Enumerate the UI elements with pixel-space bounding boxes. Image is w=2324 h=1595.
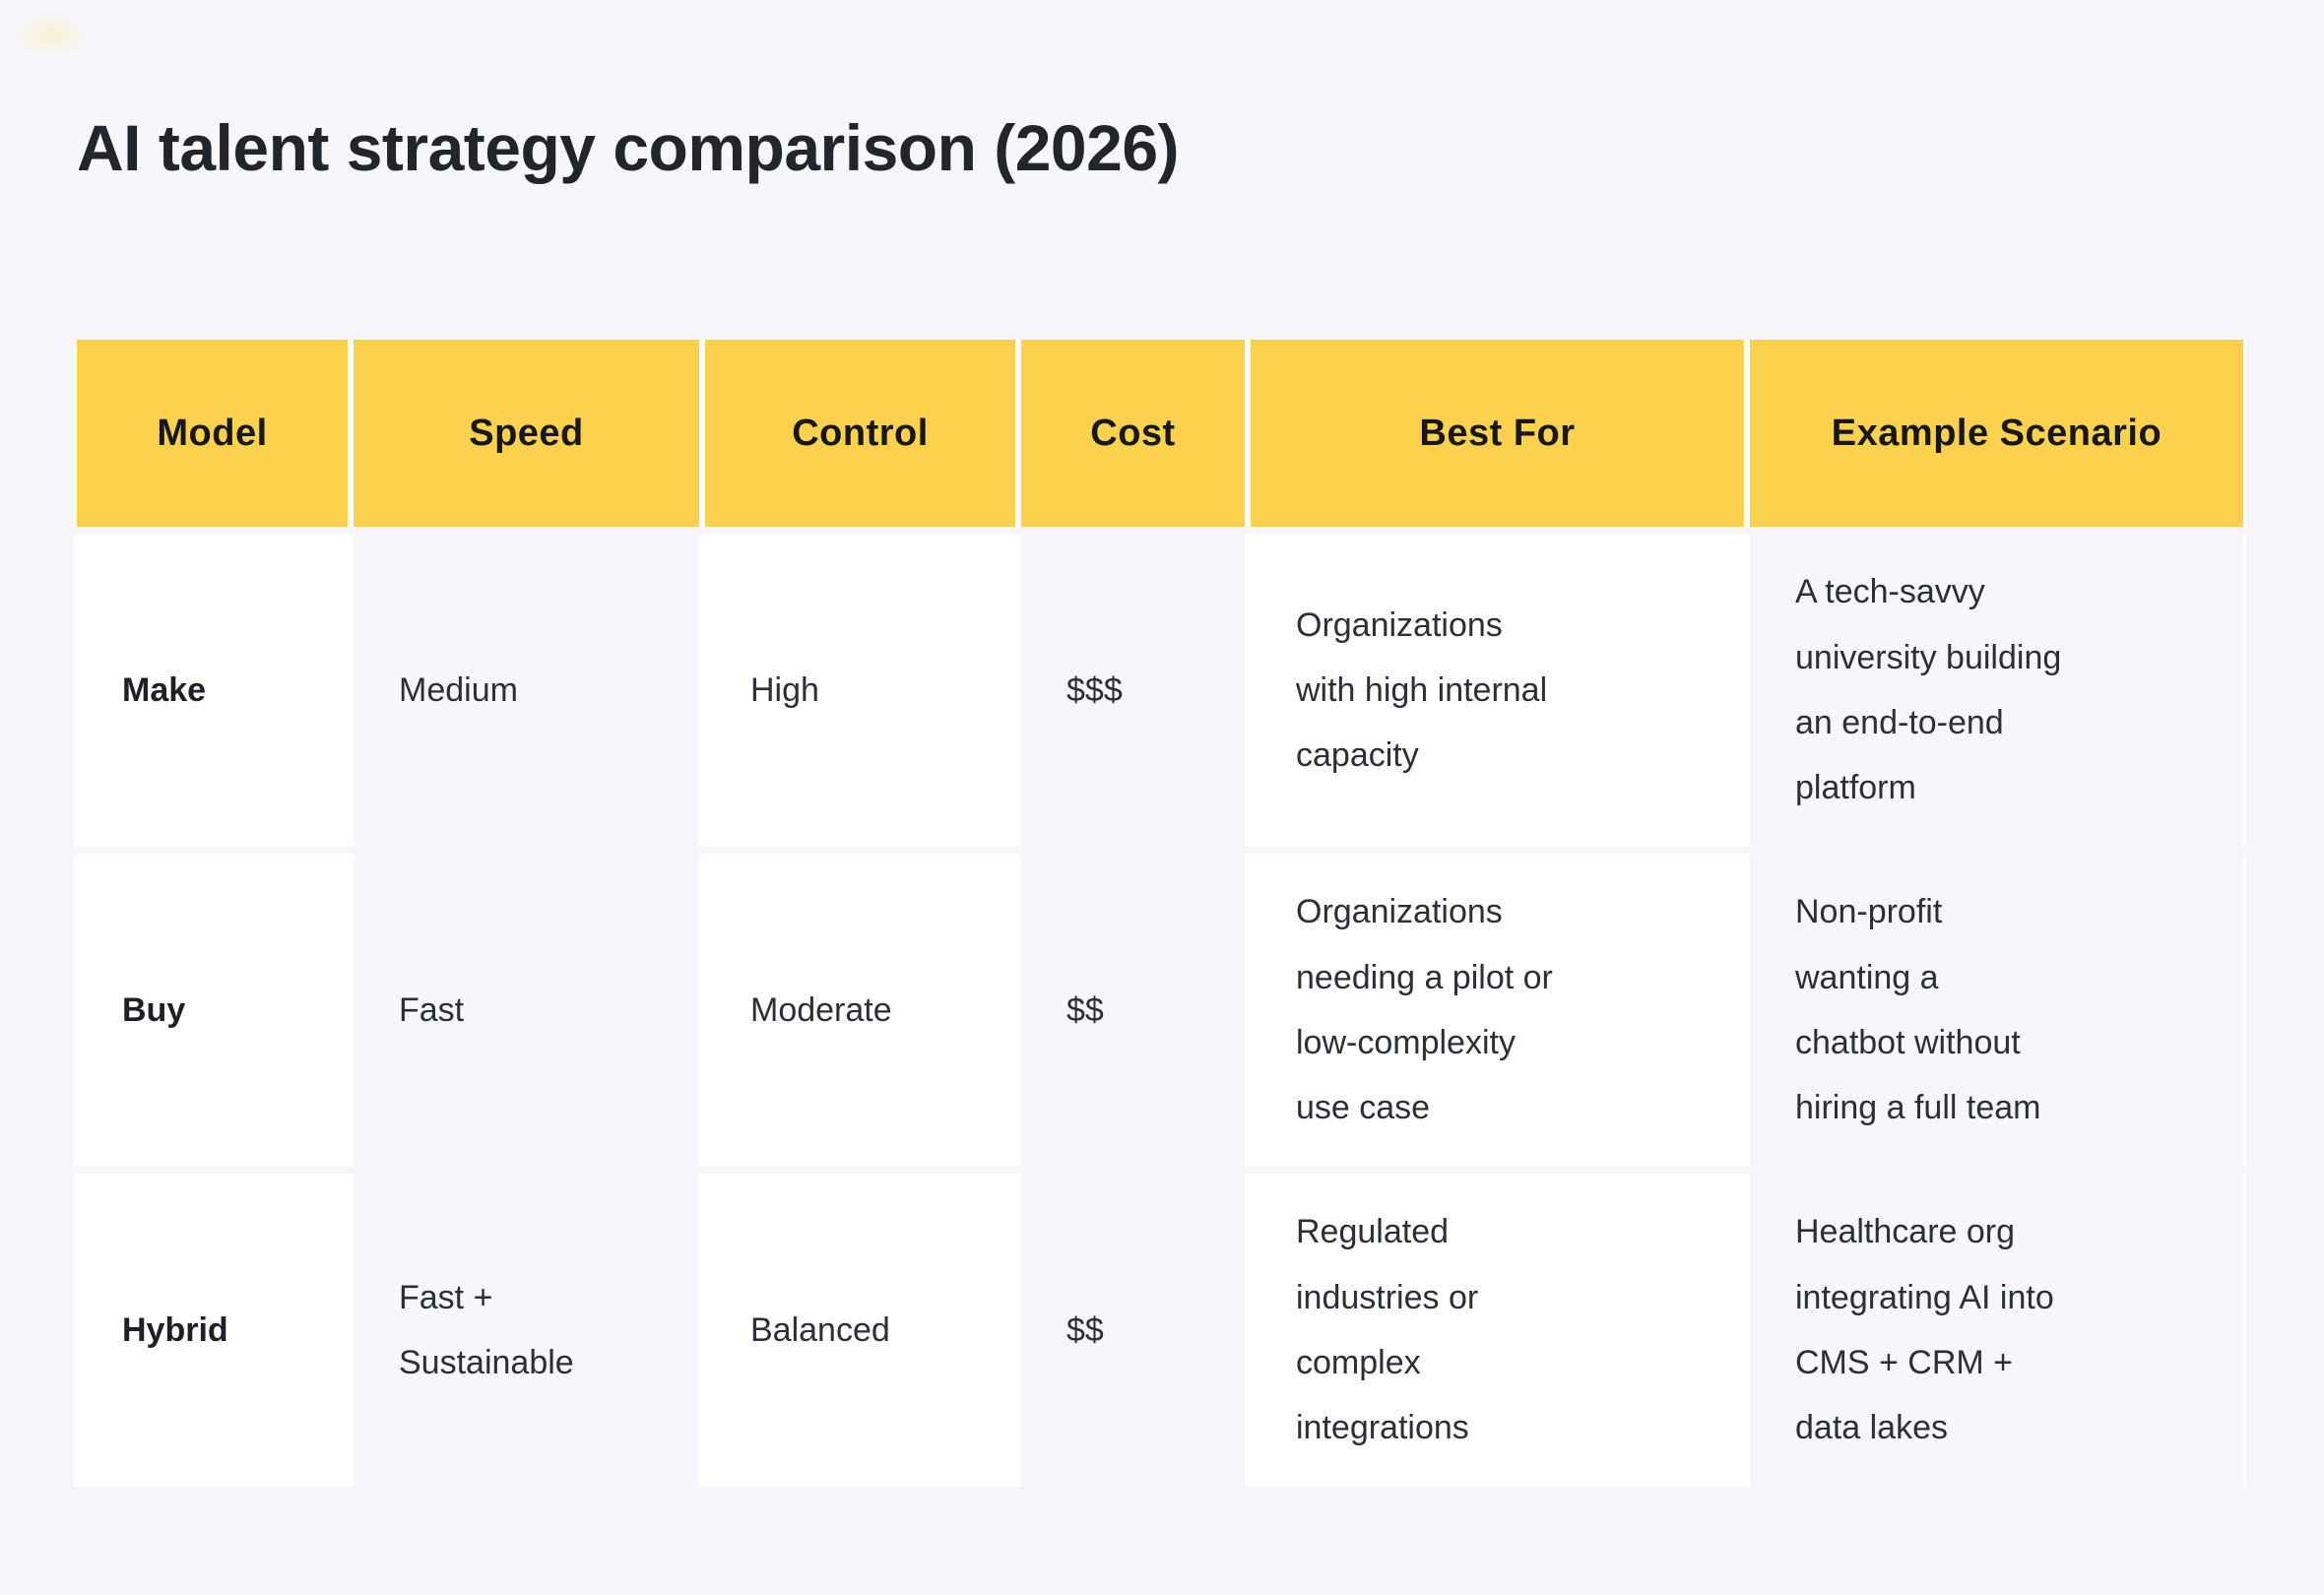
cell-cost-make: $$$ [1018, 534, 1248, 847]
cell-text: Fast [399, 990, 465, 1029]
cell-cost-buy: $$ [1018, 854, 1248, 1167]
cell-text: Organizations with high internal capacit… [1296, 606, 1548, 775]
cell-text: Hybrid [122, 1310, 228, 1349]
cell-example-scenario-buy: Non-profit wanting a chatbot without hir… [1747, 854, 2246, 1167]
cell-control-make: High [702, 534, 1018, 847]
cell-text: Make [122, 670, 207, 709]
cell-text: Balanced [750, 1310, 890, 1349]
column-header-speed: Speed [351, 340, 702, 527]
cell-text: Organizations needing a pilot or low-com… [1296, 893, 1553, 1127]
column-header-example-scenario: Example Scenario [1747, 340, 2246, 527]
cell-text: $$$ [1066, 670, 1123, 709]
cell-example-scenario-hybrid: Healthcare org integrating AI into CMS +… [1747, 1174, 2246, 1487]
cell-speed-hybrid: Fast + Sustainable [351, 1174, 702, 1487]
cell-text: Moderate [750, 990, 892, 1029]
cell-text: High [750, 670, 819, 709]
cell-control-hybrid: Balanced [702, 1174, 1018, 1487]
cell-best-for-make: Organizations with high internal capacit… [1248, 534, 1747, 847]
column-header-cost: Cost [1018, 340, 1248, 527]
column-header-control: Control [702, 340, 1018, 527]
cell-best-for-buy: Organizations needing a pilot or low-com… [1248, 854, 1747, 1167]
cell-text: Non-profit wanting a chatbot without hir… [1795, 893, 2041, 1127]
column-header-best-for: Best For [1248, 340, 1747, 527]
cell-text: Regulated industries or complex integrat… [1296, 1213, 1479, 1447]
cell-speed-buy: Fast [351, 854, 702, 1167]
cell-model-hybrid: Hybrid [74, 1174, 351, 1487]
cell-text: Healthcare org integrating AI into CMS +… [1795, 1213, 2054, 1447]
cell-text: Buy [122, 990, 186, 1029]
cell-text: $$ [1066, 990, 1104, 1029]
cell-cost-hybrid: $$ [1018, 1174, 1248, 1487]
cell-text: Fast + Sustainable [399, 1278, 574, 1381]
cell-best-for-hybrid: Regulated industries or complex integrat… [1248, 1174, 1747, 1487]
comparison-table: Model Speed Control Cost Best For Exampl… [74, 340, 2246, 1487]
cell-text: Medium [399, 670, 518, 709]
cell-model-make: Make [74, 534, 351, 847]
cell-speed-make: Medium [351, 534, 702, 847]
column-header-model: Model [74, 340, 351, 527]
cell-control-buy: Moderate [702, 854, 1018, 1167]
cell-text: A tech-savvy university building an end-… [1795, 573, 2062, 807]
page-title: AI talent strategy comparison (2026) [77, 111, 1180, 184]
cell-example-scenario-make: A tech-savvy university building an end-… [1747, 534, 2246, 847]
cell-text: $$ [1066, 1310, 1104, 1349]
decorative-yellow-smudge [12, 10, 91, 59]
cell-model-buy: Buy [74, 854, 351, 1167]
